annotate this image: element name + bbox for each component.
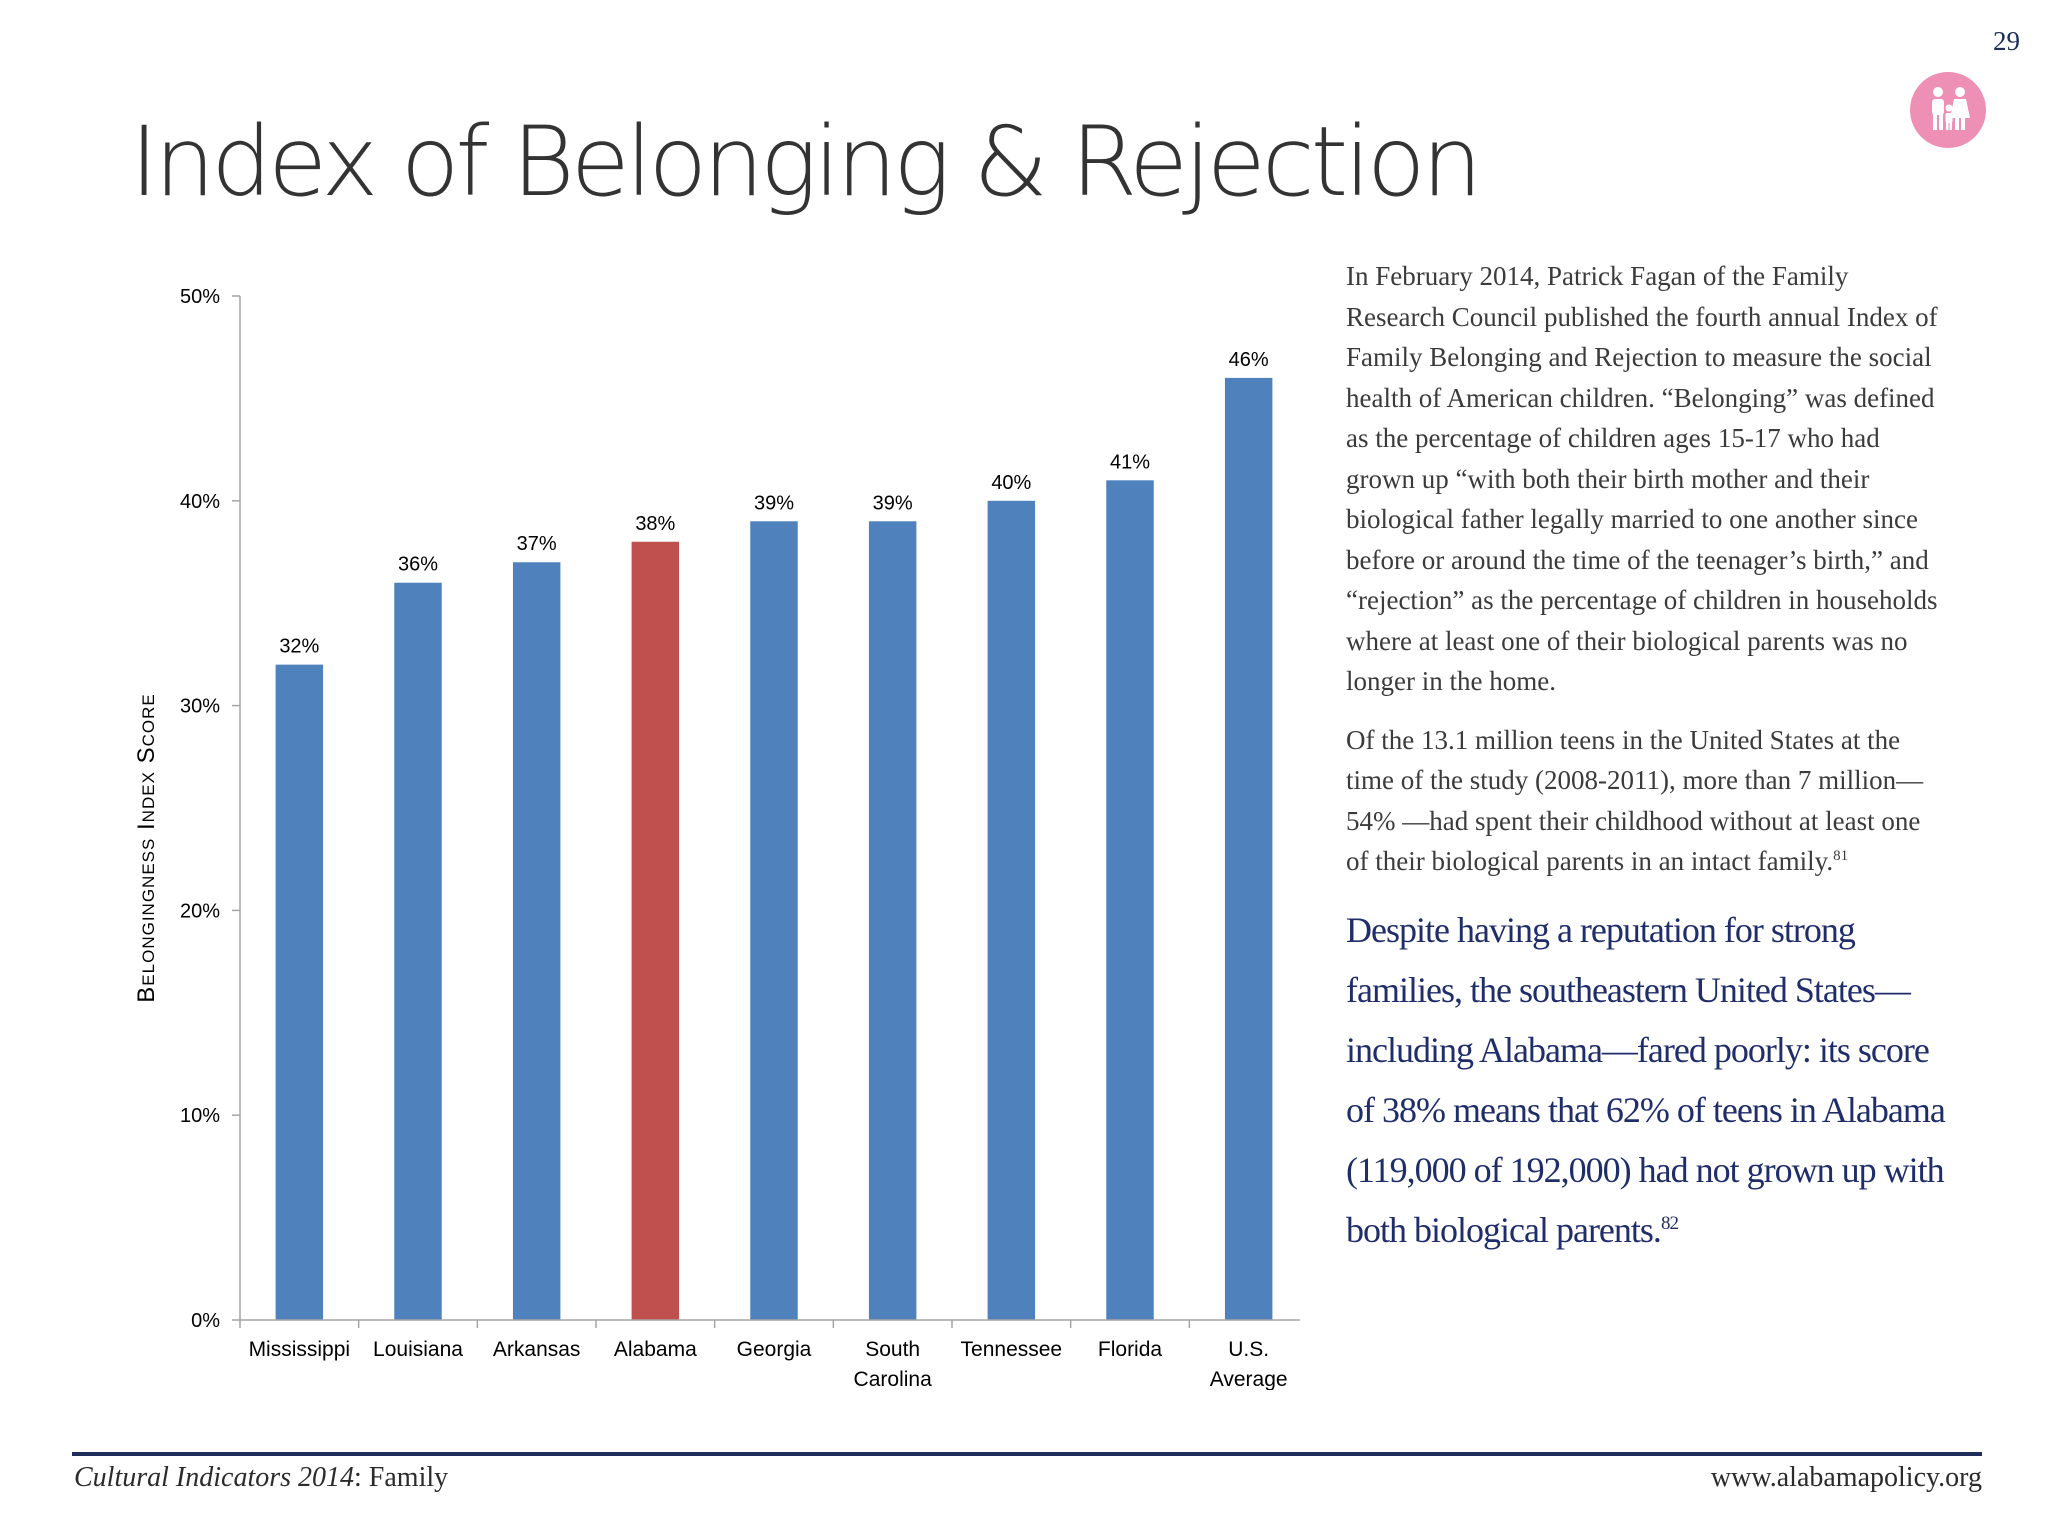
data-label: 39% — [754, 492, 794, 514]
data-label: 38% — [635, 513, 675, 535]
x-tick-label: Georgia — [737, 1338, 812, 1361]
callout-quote: Despite having a reputation for strong f… — [1346, 900, 1946, 1260]
footer-divider — [72, 1452, 1982, 1456]
footnote-ref-82: 82 — [1660, 1212, 1679, 1234]
paragraph-1: In February 2014, Patrick Fagan of the F… — [1346, 261, 1938, 696]
callout-text: Despite having a reputation for strong f… — [1346, 909, 1946, 1250]
bar-chart: 0% 10% 20% 30% 40% 50% 32% 36% 37% 38% 39% 39% 40% 4… — [133, 286, 1300, 1390]
paragraph-2: Of the 13.1 million teens in the United … — [1346, 720, 1946, 882]
footer-publication: Cultural Indicators 2014: Family — [74, 1462, 448, 1494]
data-label: 32% — [279, 636, 319, 658]
data-label: 40% — [991, 472, 1031, 494]
page-number: 29 — [1993, 26, 2020, 56]
footnote-ref-81: 81 — [1833, 848, 1849, 864]
data-label: 46% — [1229, 349, 1269, 371]
y-tick-label: 50% — [180, 286, 220, 308]
bar-florida — [1106, 480, 1154, 1320]
bars: 32% 36% 37% 38% 39% 39% 40% 41% 46% — [275, 349, 1273, 1320]
x-tick-label: South Carolina — [854, 1338, 933, 1390]
y-axis-label: Belongingness Index Score — [133, 693, 160, 1002]
x-tick-label: Alabama — [614, 1338, 697, 1361]
x-tick-label: Arkansas — [493, 1338, 581, 1361]
x-tick-label: Tennessee — [961, 1338, 1063, 1361]
x-tick-label: Mississippi — [249, 1338, 351, 1361]
data-label: 39% — [873, 492, 913, 514]
bar-mississippi — [275, 664, 324, 1320]
x-tick-label: U.S. Average — [1210, 1338, 1288, 1390]
y-tick-label: 30% — [180, 696, 220, 718]
page-title: Index of Belonging & Rejection — [130, 106, 1482, 218]
bar-tennessee — [987, 500, 1036, 1320]
y-tick-label: 10% — [180, 1105, 220, 1127]
data-label: 37% — [517, 533, 557, 555]
footer-website: www.alabamapolicy.org — [1710, 1462, 1982, 1493]
data-label: 36% — [398, 554, 438, 576]
y-tick-label: 40% — [180, 491, 220, 513]
x-tick-label: Louisiana — [373, 1338, 463, 1361]
bar-u-s-average — [1224, 377, 1273, 1320]
footer-publication-title: Cultural Indicators 2014 — [74, 1462, 355, 1493]
bar-louisiana — [394, 582, 442, 1320]
y-axis: 0% 10% 20% 30% 40% 50% — [180, 286, 241, 1332]
footer-publication-subtitle: : Family — [354, 1462, 449, 1493]
data-label: 41% — [1110, 451, 1150, 473]
y-tick-label: 0% — [191, 1310, 220, 1332]
family-icon — [1910, 72, 1986, 148]
bar-georgia — [750, 521, 798, 1320]
bar-alabama — [631, 541, 680, 1320]
paragraph-2-text: Of the 13.1 million teens in the United … — [1346, 724, 1924, 877]
x-axis: Mississippi Louisiana Arkansas Alabama Georg… — [239, 1319, 1300, 1390]
x-tick-label: Florida — [1098, 1338, 1163, 1361]
article-text: In February 2014, Patrick Fagan of the F… — [1346, 256, 1946, 1278]
bar-arkansas — [512, 562, 561, 1320]
bar-south-carolina — [868, 521, 917, 1320]
y-tick-label: 20% — [180, 900, 220, 922]
